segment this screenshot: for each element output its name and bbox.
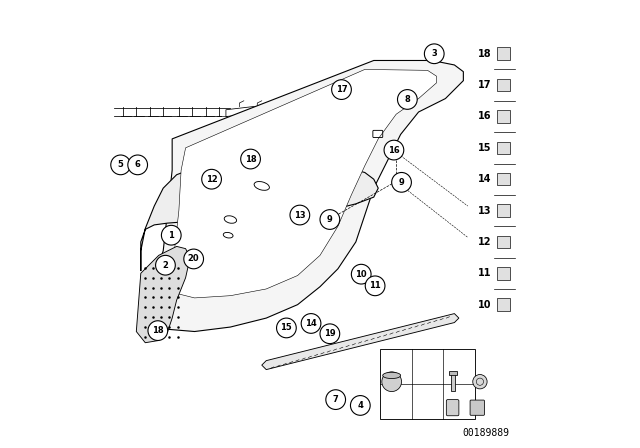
Bar [497, 79, 509, 91]
Circle shape [351, 396, 370, 415]
Polygon shape [172, 69, 436, 298]
Text: 15: 15 [477, 143, 491, 153]
Text: 13: 13 [477, 206, 491, 215]
Circle shape [365, 276, 385, 296]
Bar [497, 236, 509, 248]
Polygon shape [226, 107, 293, 117]
Bar [497, 142, 509, 154]
Bar [497, 47, 509, 60]
Text: 5: 5 [118, 160, 124, 169]
Circle shape [320, 324, 340, 344]
Circle shape [384, 140, 404, 160]
Circle shape [161, 225, 181, 245]
Circle shape [184, 249, 204, 269]
Circle shape [351, 264, 371, 284]
Text: 1: 1 [168, 231, 174, 240]
Text: 2: 2 [163, 261, 168, 270]
FancyBboxPatch shape [470, 400, 484, 415]
Circle shape [301, 314, 321, 333]
Polygon shape [262, 314, 459, 370]
Text: 16: 16 [477, 112, 491, 121]
Text: 16: 16 [388, 146, 400, 155]
Polygon shape [136, 246, 190, 343]
Text: 11: 11 [369, 281, 381, 290]
Text: 6: 6 [135, 160, 141, 169]
Text: 7: 7 [333, 395, 339, 404]
Text: 13: 13 [294, 211, 306, 220]
Bar [497, 173, 509, 185]
Text: 18: 18 [244, 155, 257, 164]
Circle shape [473, 375, 487, 389]
Circle shape [320, 210, 340, 229]
Text: 8: 8 [404, 95, 410, 104]
Circle shape [332, 80, 351, 99]
Text: 14: 14 [477, 174, 491, 184]
Circle shape [382, 372, 401, 392]
Circle shape [397, 90, 417, 109]
Circle shape [424, 44, 444, 64]
Circle shape [290, 205, 310, 225]
Text: 9: 9 [327, 215, 333, 224]
Circle shape [111, 155, 131, 175]
Text: 20: 20 [188, 254, 200, 263]
Text: 17: 17 [336, 85, 348, 94]
FancyBboxPatch shape [446, 400, 459, 416]
Text: 12: 12 [205, 175, 218, 184]
Text: 18: 18 [152, 326, 164, 335]
Text: 14: 14 [305, 319, 317, 328]
Text: 10: 10 [355, 270, 367, 279]
Text: 3: 3 [431, 49, 437, 58]
Circle shape [392, 172, 412, 192]
Text: 17: 17 [477, 80, 491, 90]
Bar [449, 371, 457, 375]
Circle shape [148, 321, 168, 340]
Text: 00189889: 00189889 [462, 428, 509, 438]
Polygon shape [141, 164, 378, 271]
Text: 4: 4 [357, 401, 364, 410]
Text: 18: 18 [477, 49, 491, 59]
Bar [380, 349, 475, 419]
Text: 15: 15 [280, 323, 292, 332]
Circle shape [276, 318, 296, 338]
Circle shape [202, 169, 221, 189]
Bar [497, 298, 509, 311]
Bar [497, 204, 509, 217]
Text: 12: 12 [477, 237, 491, 247]
Text: 11: 11 [477, 268, 491, 278]
Bar [497, 110, 509, 123]
Circle shape [128, 155, 148, 175]
Text: 10: 10 [477, 300, 491, 310]
Circle shape [241, 149, 260, 169]
Bar [451, 374, 455, 391]
Text: 9: 9 [399, 178, 404, 187]
Bar [497, 267, 509, 280]
Text: 19: 19 [324, 329, 335, 338]
Circle shape [326, 390, 346, 409]
Circle shape [156, 255, 175, 275]
Polygon shape [150, 60, 463, 332]
Ellipse shape [383, 372, 401, 379]
